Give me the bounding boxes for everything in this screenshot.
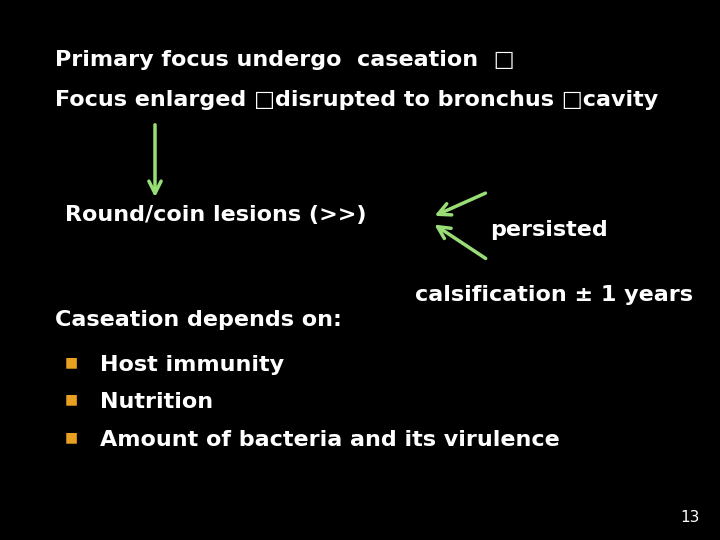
- Text: ■: ■: [65, 430, 78, 444]
- Text: Round/coin lesions (>>): Round/coin lesions (>>): [65, 205, 366, 225]
- Text: 13: 13: [680, 510, 700, 525]
- Text: Host immunity: Host immunity: [100, 355, 284, 375]
- Text: Amount of bacteria and its virulence: Amount of bacteria and its virulence: [100, 430, 559, 450]
- Text: persisted: persisted: [490, 220, 608, 240]
- Text: calsification ± 1 years: calsification ± 1 years: [415, 285, 693, 305]
- Text: ■: ■: [65, 355, 78, 369]
- Text: ■: ■: [65, 392, 78, 406]
- Text: Nutrition: Nutrition: [100, 392, 213, 412]
- Text: Primary focus undergo  caseation  □: Primary focus undergo caseation □: [55, 50, 515, 70]
- Text: Focus enlarged □disrupted to bronchus □cavity: Focus enlarged □disrupted to bronchus □c…: [55, 90, 658, 110]
- Text: Caseation depends on:: Caseation depends on:: [55, 310, 342, 330]
